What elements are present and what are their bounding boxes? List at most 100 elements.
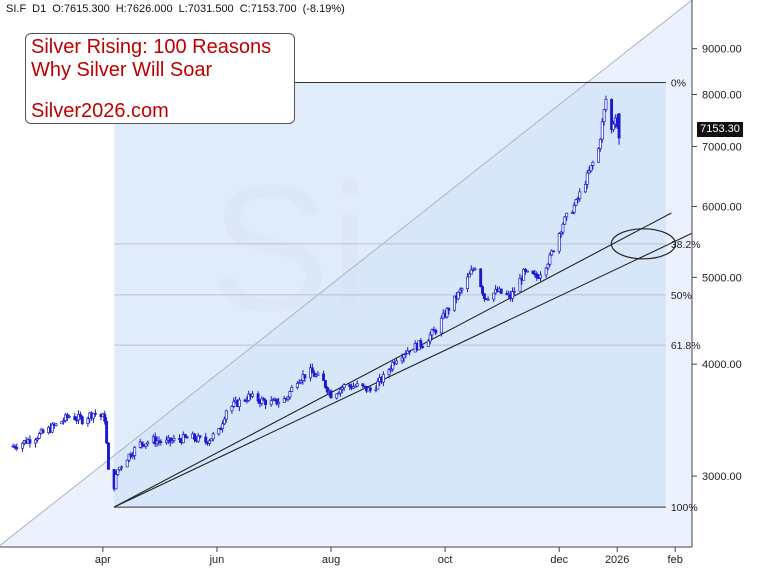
candle-body bbox=[168, 437, 172, 443]
x-tick-label: feb bbox=[668, 554, 683, 566]
candle-body bbox=[170, 440, 174, 443]
candle-body bbox=[340, 387, 344, 390]
candle-body bbox=[329, 390, 333, 399]
candle-body bbox=[535, 273, 539, 278]
candle-body bbox=[544, 267, 548, 276]
candle-body bbox=[133, 447, 137, 456]
candle-body bbox=[576, 198, 580, 200]
candle-body bbox=[78, 414, 82, 418]
candle-body bbox=[546, 263, 550, 269]
plot-layer bbox=[0, 0, 693, 547]
candle-body bbox=[264, 399, 268, 405]
candle-body bbox=[127, 453, 131, 461]
last-price-tag: 7153.30 bbox=[697, 122, 743, 137]
x-tick-label: jun bbox=[209, 554, 225, 566]
change-value: (-8.19%) bbox=[302, 3, 345, 15]
y-tick-label: 4000.00 bbox=[702, 359, 742, 371]
candle-body bbox=[288, 391, 292, 398]
low-value: L:7031.500 bbox=[178, 3, 234, 15]
trendline bbox=[113, 212, 672, 508]
x-axis-ticks: apr jun aug oct dec 2026 feb bbox=[95, 547, 683, 566]
promo-website: Silver2026.com bbox=[31, 100, 169, 122]
candle-body bbox=[183, 434, 187, 438]
fib-labels: 0% 38.2% 50% 61.8% 100% bbox=[671, 78, 701, 515]
candle-body bbox=[604, 99, 608, 110]
candle-body bbox=[353, 385, 357, 388]
candle-body bbox=[557, 233, 561, 252]
candle-body bbox=[342, 384, 346, 389]
fib-level-label: 0% bbox=[671, 78, 686, 90]
candle-body bbox=[105, 420, 109, 444]
candle-body bbox=[552, 250, 556, 253]
x-tick-label: oct bbox=[438, 554, 453, 566]
candle-body bbox=[404, 353, 408, 356]
candle-body bbox=[408, 350, 412, 353]
candle-body bbox=[316, 373, 320, 376]
candle-body bbox=[355, 383, 359, 387]
candle-body bbox=[439, 317, 443, 334]
candle-body bbox=[116, 469, 120, 475]
candle-body bbox=[193, 433, 196, 440]
y-axis-ticks: 9000.00 8000.00 7000.00 6000.00 5000.00 4000.… bbox=[692, 44, 742, 483]
candle-body bbox=[578, 191, 582, 199]
candle-body bbox=[178, 438, 181, 440]
candle-body bbox=[13, 445, 17, 448]
y-tick-label: 5000.00 bbox=[702, 272, 742, 284]
candle-body bbox=[447, 308, 451, 311]
candle-body bbox=[486, 298, 490, 301]
candle-body bbox=[611, 123, 615, 130]
x-tick-label: aug bbox=[322, 554, 340, 566]
candle-body bbox=[237, 399, 241, 407]
candle-body bbox=[60, 421, 64, 425]
candle-body bbox=[50, 423, 54, 433]
promo-box: Silver Rising: 100 Reasons Why Silver Wi… bbox=[25, 33, 295, 124]
candle-body bbox=[146, 441, 150, 445]
candle-body bbox=[591, 161, 595, 166]
candle-body bbox=[77, 414, 81, 421]
candle-body bbox=[140, 441, 144, 445]
candle-body bbox=[211, 433, 215, 440]
y-tick-label: 9000.00 bbox=[702, 44, 742, 56]
candle-body bbox=[165, 439, 168, 443]
candle-body bbox=[426, 340, 430, 347]
candle-body bbox=[314, 374, 318, 377]
candle-body bbox=[391, 362, 395, 370]
candle-body bbox=[232, 401, 236, 407]
candle-body bbox=[531, 270, 535, 275]
candle-body bbox=[155, 440, 159, 445]
candle-body bbox=[251, 393, 254, 397]
fib-level-label: 38.2% bbox=[671, 239, 701, 251]
candle-body bbox=[245, 400, 249, 402]
y-tick-label: 3000.00 bbox=[702, 471, 742, 483]
candle-body bbox=[602, 109, 606, 123]
candle-body bbox=[512, 290, 516, 293]
candle-body bbox=[430, 329, 434, 336]
candle-body bbox=[172, 438, 176, 441]
candle-body bbox=[598, 138, 602, 150]
candle-body bbox=[62, 420, 66, 423]
candle-body bbox=[118, 466, 122, 471]
candle-body bbox=[548, 254, 552, 265]
candle-body bbox=[466, 276, 470, 290]
candle-body bbox=[297, 381, 301, 384]
high-value: H:7626.000 bbox=[115, 3, 173, 15]
candle-body bbox=[159, 441, 163, 443]
y-tick-label: 6000.00 bbox=[702, 201, 742, 213]
candle-body bbox=[511, 291, 514, 299]
candle-body bbox=[312, 372, 316, 377]
candle-body bbox=[93, 412, 97, 415]
candle-body bbox=[86, 418, 90, 424]
candle-body bbox=[492, 292, 496, 300]
timeframe: D1 bbox=[32, 3, 47, 15]
x-tick-label: apr bbox=[95, 554, 111, 566]
candle-body bbox=[617, 113, 621, 139]
candle-body bbox=[570, 212, 574, 214]
fib-level-label: 100% bbox=[671, 502, 698, 514]
candle-body bbox=[208, 440, 211, 444]
promo-title-line-2: Why Silver Will Soar bbox=[31, 59, 213, 81]
annotation-ellipse bbox=[610, 228, 676, 260]
candle-body bbox=[524, 269, 527, 272]
candle-body bbox=[600, 121, 604, 140]
candle-body bbox=[275, 398, 279, 405]
promo-title-line-1: Silver Rising: 100 Reasons bbox=[31, 36, 272, 58]
